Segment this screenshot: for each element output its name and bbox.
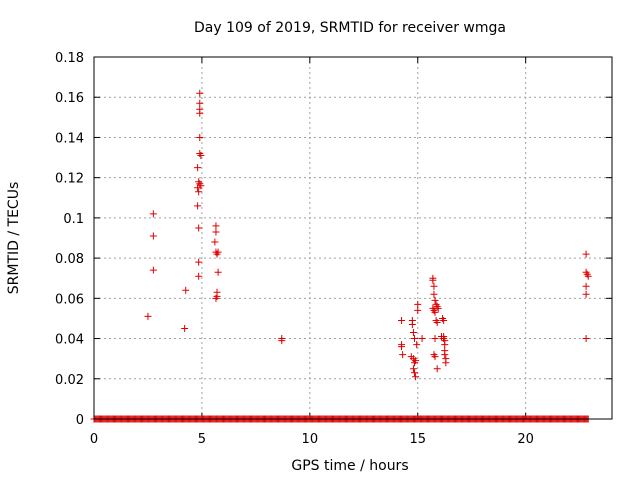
data-point	[418, 335, 426, 343]
axis-ticks	[93, 56, 612, 420]
data-point	[196, 89, 204, 97]
y-tick-label: 0.12	[55, 172, 84, 187]
data-point	[181, 325, 189, 332]
data-point	[429, 276, 437, 284]
data-point	[195, 258, 203, 266]
data-point	[582, 250, 590, 258]
data-point	[433, 318, 441, 326]
y-tick-label: 0.1	[63, 212, 84, 227]
data-point	[398, 343, 406, 351]
y-tick-labels: 0 0.02 0.04 0.06 0.08 0.1 0.12 0.14 0.16 0.18	[55, 51, 84, 428]
data-point	[442, 359, 450, 367]
data-point	[149, 210, 157, 218]
data-point	[582, 282, 590, 290]
data-point	[149, 266, 157, 274]
y-tick-label: 0.02	[55, 373, 84, 388]
data-point	[414, 300, 422, 308]
y-axis-label: SRMTID / TECUs	[6, 182, 22, 295]
data-point	[412, 373, 420, 381]
data-point	[196, 133, 204, 141]
data-point	[441, 341, 449, 349]
data-point	[195, 188, 203, 196]
data-point	[195, 272, 203, 280]
data-point	[409, 329, 417, 337]
data-point	[212, 222, 220, 230]
data-point	[430, 290, 438, 298]
data-point	[411, 335, 419, 343]
y-tick-label: 0.14	[55, 131, 84, 146]
data-point	[212, 228, 220, 236]
data-point	[441, 351, 449, 359]
data-point	[431, 335, 439, 343]
grid-lines	[94, 57, 612, 419]
data-point	[408, 320, 416, 328]
data-point	[440, 316, 448, 324]
data-point	[196, 99, 204, 107]
data-series	[144, 89, 592, 381]
data-point	[431, 308, 439, 316]
data-point	[278, 337, 286, 345]
plot-frame	[93, 56, 613, 420]
data-point	[211, 238, 219, 246]
y-tick-label: 0.08	[55, 252, 84, 267]
data-point	[194, 164, 202, 172]
data-point	[411, 369, 419, 377]
y-tick-label: 0	[76, 413, 84, 428]
data-point	[413, 341, 421, 349]
data-point	[149, 232, 157, 240]
x-tick-labels: 0 5 10 15 20	[90, 432, 534, 447]
x-tick-label: 5	[198, 432, 206, 447]
y-tick-label: 0.16	[55, 91, 84, 106]
x-tick-label: 0	[90, 432, 98, 447]
x-tick-label: 20	[517, 432, 534, 447]
data-point	[582, 335, 590, 343]
data-point	[196, 109, 204, 117]
data-point	[197, 152, 205, 160]
data-point	[584, 272, 592, 280]
data-point	[197, 182, 205, 190]
x-axis-label: GPS time / hours	[291, 458, 408, 474]
chart-title: Day 109 of 2019, SRMTID for receiver wmg…	[194, 20, 506, 36]
y-tick-label: 0.06	[55, 292, 84, 307]
data-point	[399, 351, 407, 359]
x-tick-label: 10	[302, 432, 319, 447]
data-point	[414, 306, 422, 314]
data-point	[431, 353, 439, 361]
data-point	[431, 296, 439, 304]
data-point	[582, 290, 590, 298]
y-tick-label: 0.04	[55, 333, 84, 348]
data-point	[433, 365, 441, 373]
data-point	[409, 365, 417, 373]
data-point	[214, 248, 222, 256]
data-point	[411, 359, 419, 367]
data-point	[430, 282, 438, 290]
data-point	[144, 312, 152, 320]
y-tick-label: 0.18	[55, 51, 84, 66]
x-tick-label: 15	[409, 432, 426, 447]
data-point	[437, 333, 445, 341]
data-point	[195, 224, 203, 232]
data-point	[214, 268, 222, 276]
data-point	[212, 294, 220, 302]
data-point	[194, 202, 202, 210]
data-point	[182, 286, 190, 294]
data-point	[398, 316, 406, 324]
data-point	[434, 304, 442, 312]
